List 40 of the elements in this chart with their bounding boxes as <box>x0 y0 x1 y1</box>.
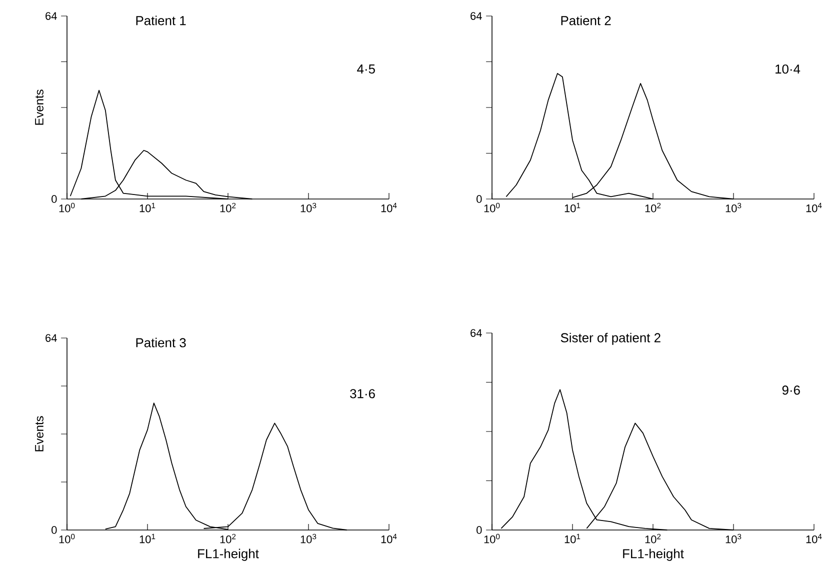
x-tick-label: 10$^{4}$ <box>806 534 822 544</box>
x-tick-label: 10$^{4}$ <box>381 534 397 544</box>
x-tick-label: 10$^{0}$ <box>59 202 75 212</box>
x-axis-title: FL1-height <box>198 548 259 561</box>
chart-title: Sister of patient 2 <box>560 332 660 345</box>
x-tick-label: 10$^{1}$ <box>564 534 580 544</box>
y-tick-label: 0 <box>52 195 57 203</box>
chart-title: Patient 1 <box>136 16 186 26</box>
y-tick-label: 0 <box>52 526 57 534</box>
y-axis-title: Events <box>35 416 44 452</box>
x-tick-label: 10$^{3}$ <box>300 534 316 544</box>
x-tick-label: 10$^{4}$ <box>806 202 822 212</box>
x-tick-label: 10$^{2}$ <box>645 534 661 544</box>
x-tick-label: 10$^{1}$ <box>140 534 156 544</box>
x-tick-label: 10$^{3}$ <box>726 534 742 544</box>
y-tick-label: 64 <box>46 334 57 342</box>
y-tick-label: 0 <box>476 526 482 534</box>
x-tick-label: 10$^{3}$ <box>300 202 316 212</box>
y-tick-label: 0 <box>476 195 482 203</box>
y-axis-title: Events <box>35 90 44 125</box>
x-tick-label: 10$^{4}$ <box>381 202 397 212</box>
x-tick-label: 10$^{0}$ <box>484 534 500 544</box>
x-tick-label: 10$^{2}$ <box>645 202 661 212</box>
y-tick-label: 64 <box>46 12 57 20</box>
annotation: 10·4 <box>776 64 800 74</box>
x-tick-label: 10$^{1}$ <box>564 202 580 212</box>
chart-title: Patient 2 <box>561 16 611 26</box>
annotation: 31·6 <box>350 389 375 398</box>
x-tick-label: 10$^{2}$ <box>220 534 236 544</box>
x-tick-label: 10$^{0}$ <box>484 202 500 212</box>
y-tick-label: 64 <box>470 12 482 20</box>
chart-title: Patient 3 <box>136 338 186 348</box>
annotation: 4·5 <box>357 64 375 74</box>
x-tick-label: 10$^{0}$ <box>59 534 75 544</box>
x-axis-title: FL1-height <box>623 548 684 561</box>
x-tick-label: 10$^{3}$ <box>726 202 742 212</box>
y-tick-label: 64 <box>470 329 482 337</box>
x-tick-label: 10$^{2}$ <box>220 202 236 212</box>
x-tick-label: 10$^{1}$ <box>140 202 156 212</box>
annotation: 9·6 <box>782 386 800 395</box>
